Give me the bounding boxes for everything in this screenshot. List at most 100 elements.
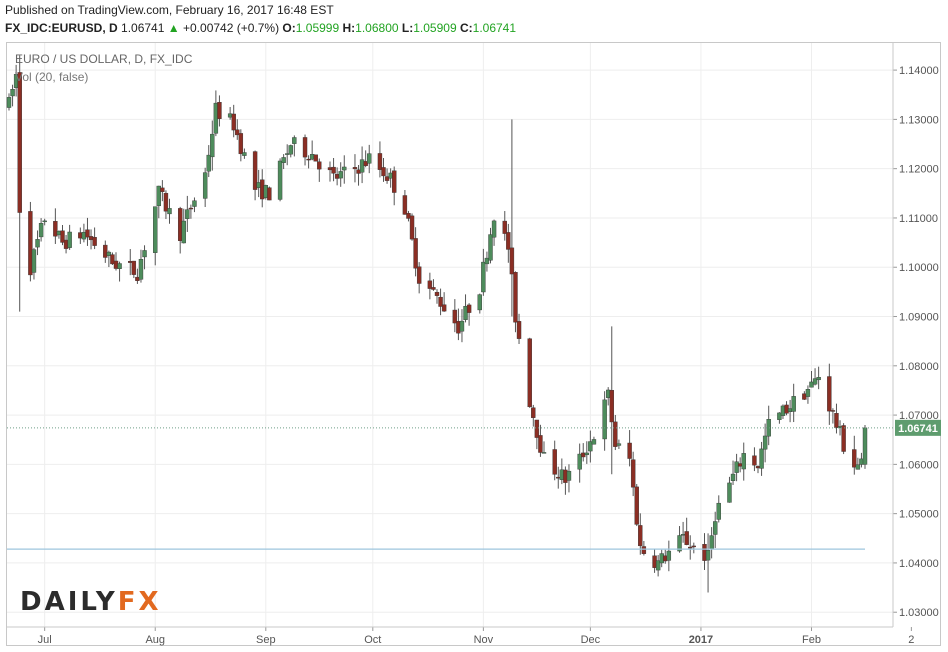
candle-body: [709, 535, 714, 550]
candle-body: [381, 167, 386, 177]
candle-body: [427, 280, 433, 289]
candle-body: [481, 261, 486, 293]
candle-body: [434, 291, 440, 296]
candle-body: [759, 448, 764, 469]
candle-body: [509, 247, 515, 275]
candle-body: [42, 220, 47, 223]
candle-body: [777, 412, 782, 420]
candle-body: [741, 453, 746, 470]
candle-body: [192, 200, 197, 207]
candle-body: [491, 220, 497, 238]
candle-body: [809, 381, 814, 388]
candle-body: [538, 435, 543, 453]
candle-body: [185, 209, 190, 219]
candle-body: [17, 72, 22, 213]
candle-body: [384, 176, 390, 181]
close-value: 1.06741: [472, 21, 517, 35]
candle-body: [92, 237, 97, 246]
candle-body: [167, 208, 172, 215]
candle-body: [313, 154, 318, 162]
x-tick-label: 2017: [689, 634, 713, 646]
y-tick-label: 1.08000: [899, 361, 939, 373]
published-line: Published on TradingView.com, February 1…: [5, 3, 334, 17]
candle-body: [534, 419, 540, 438]
candle-body: [830, 410, 836, 412]
current-price-tag: [895, 419, 941, 436]
candle-body: [231, 113, 236, 131]
chart-frame[interactable]: [6, 42, 941, 646]
y-tick-label: 1.03000: [899, 607, 939, 619]
volume-label: Vol (20, false): [15, 70, 89, 84]
symbol-line: FX_IDC:EURUSD, D 1.06741 ▲ +0.00742 (+0.…: [5, 21, 516, 35]
candle-body: [638, 525, 643, 547]
candle-body: [655, 560, 661, 571]
last-price: 1.06741: [121, 21, 165, 35]
candle-body: [666, 550, 672, 561]
candle-body: [816, 377, 821, 381]
logo-part-2: FX: [117, 587, 162, 617]
candle-body: [616, 443, 622, 446]
candle-body: [766, 419, 771, 437]
candle-body: [730, 473, 736, 481]
y-tick-label: 1.05000: [899, 509, 939, 521]
candle-body: [292, 137, 297, 144]
candle-body: [613, 421, 618, 447]
candle-body: [238, 133, 244, 155]
candle-body: [566, 470, 572, 481]
current-price-label: 1.06741: [898, 423, 938, 435]
candle-body: [441, 304, 447, 312]
candle-body: [156, 185, 162, 207]
y-tick-label: 1.12000: [899, 164, 939, 176]
candle-body: [352, 167, 358, 170]
candle-body: [531, 407, 536, 418]
candle-body: [459, 320, 465, 332]
candle-body: [413, 238, 418, 269]
candle-body: [342, 166, 347, 171]
candle-body: [217, 102, 222, 119]
candle-body: [117, 263, 122, 269]
open-value: 1.05999: [295, 21, 340, 35]
candle-body: [516, 321, 522, 339]
candle-body: [627, 442, 632, 459]
candle-body: [609, 390, 614, 423]
candle-body: [188, 207, 194, 210]
candle-body: [6, 97, 12, 108]
candle-body: [705, 550, 711, 561]
candle-body: [527, 338, 532, 408]
candle-body: [131, 260, 137, 275]
open-label: O:: [282, 21, 296, 35]
candle-body: [552, 449, 557, 475]
candle-body: [577, 453, 582, 470]
candle-body: [281, 157, 286, 163]
candle-body: [138, 259, 144, 280]
candle-body: [38, 223, 44, 238]
candle-body: [855, 464, 861, 470]
candle-body: [716, 502, 721, 520]
candle-body: [302, 137, 308, 158]
candle-body: [713, 521, 718, 535]
candle-body: [684, 531, 689, 545]
candle-body: [252, 151, 258, 190]
candle-body: [60, 230, 65, 243]
candle-body: [677, 535, 682, 552]
candle-body: [541, 452, 547, 454]
candle-body: [416, 266, 422, 284]
candle-body: [691, 545, 696, 548]
candle-body: [277, 160, 283, 200]
candle-body: [331, 166, 336, 174]
x-tick-label: Feb: [802, 634, 821, 646]
up-arrow-icon: ▲: [167, 21, 180, 35]
y-tick-label: 1.06000: [899, 459, 939, 471]
candle-body: [153, 206, 158, 253]
dailyfx-logo: DAILYFX: [20, 587, 162, 617]
candle-body: [202, 172, 208, 199]
candle-body: [377, 153, 383, 170]
x-tick-label: Jul: [38, 634, 52, 646]
candle-body: [10, 89, 15, 97]
candle-body: [752, 455, 757, 466]
candle-body: [834, 413, 839, 428]
candle-body: [641, 546, 647, 554]
candle-body: [841, 425, 846, 452]
candle-body: [862, 427, 868, 465]
